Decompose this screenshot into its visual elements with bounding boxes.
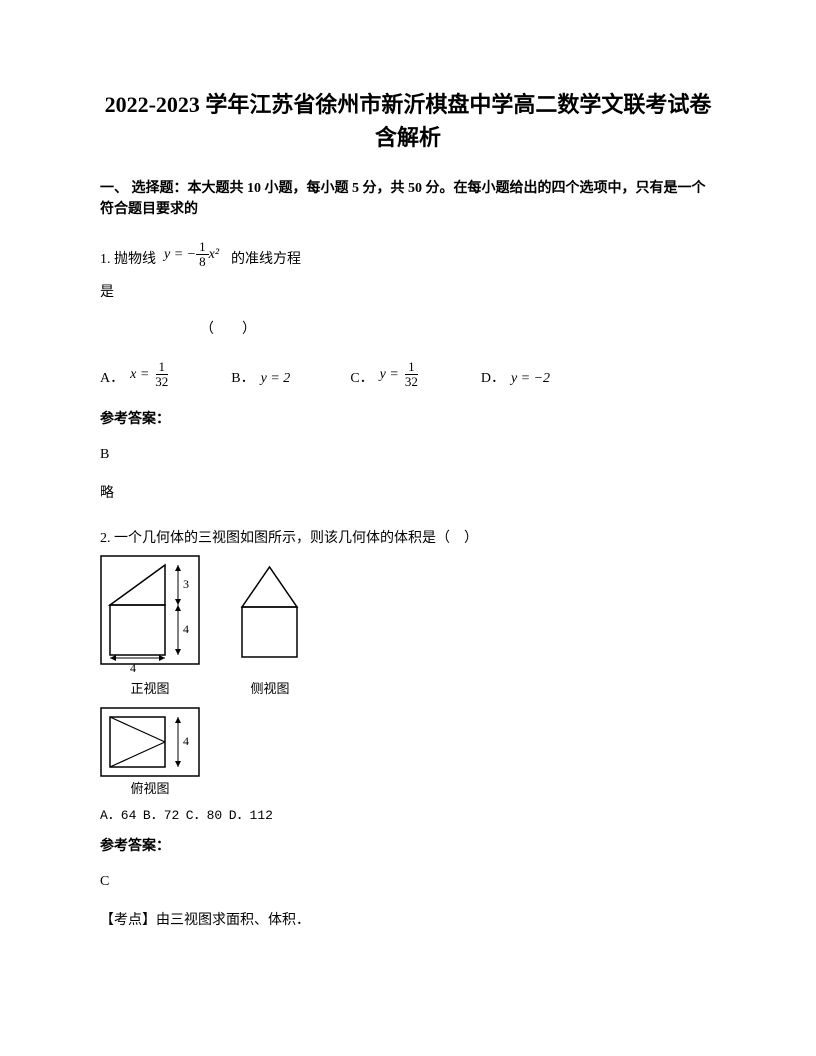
q1-opt-b-label: B． bbox=[231, 368, 254, 389]
q1-rhs: x² bbox=[209, 244, 219, 265]
q1-opt-c-den: 32 bbox=[402, 375, 421, 389]
q1-opt-d-label: D． bbox=[481, 368, 505, 389]
q2-side-label: 侧视图 bbox=[250, 679, 289, 699]
q2-front-view-block: 3 4 4 正视图 bbox=[100, 555, 200, 699]
q2-top-dim-4: 4 bbox=[183, 734, 189, 748]
q2-dim-4a: 4 bbox=[183, 622, 189, 636]
q1-suffix: 的准线方程 bbox=[231, 249, 301, 270]
q2-options: A．64 B．72 C．80 D．112 bbox=[100, 806, 716, 826]
q1-answer-letter: B bbox=[100, 444, 716, 465]
q1-formula: y = − 1 8 x² bbox=[164, 240, 219, 270]
q2-side-view-block: 侧视图 bbox=[230, 557, 310, 699]
q1-opt-b-text: y = 2 bbox=[261, 368, 291, 389]
q1-option-c: C． y = 1 32 bbox=[350, 360, 421, 390]
q2-kaodian: 【考点】由三视图求面积、体积． bbox=[100, 910, 716, 931]
q2-text: 2. 一个几何体的三视图如图所示，则该几何体的体积是（ ） bbox=[100, 528, 716, 549]
q1-answer-detail: 略 bbox=[100, 483, 716, 504]
q2-dim-3: 3 bbox=[183, 577, 189, 591]
q1-lhs: y = − bbox=[164, 244, 196, 265]
q2-top-view-svg: 4 bbox=[100, 707, 200, 777]
q2-front-label: 正视图 bbox=[130, 679, 169, 699]
q1-opt-c-num: 1 bbox=[405, 360, 418, 375]
q1-opt-a-lhs: x = bbox=[130, 364, 149, 385]
q1-opt-a-label: A． bbox=[100, 368, 124, 389]
q2-answer-letter: C bbox=[100, 871, 716, 892]
q1-frac-den: 8 bbox=[196, 255, 209, 269]
q1-option-b: B． y = 2 bbox=[231, 368, 290, 389]
q1-opt-a-den: 32 bbox=[152, 375, 171, 389]
q1-option-d: D． y = −2 bbox=[481, 368, 550, 389]
q2-top-label: 俯视图 bbox=[130, 779, 169, 799]
q2-front-view-svg: 3 4 bbox=[100, 555, 200, 665]
q2-answer-label: 参考答案： bbox=[100, 836, 716, 857]
q1-opt-c-formula: y = 1 32 bbox=[380, 360, 421, 390]
q1-opt-c-label: C． bbox=[350, 368, 373, 389]
section-1-header: 一、 选择题：本大题共 10 小题，每小题 5 分，共 50 分。在每小题给出的… bbox=[100, 178, 716, 220]
q1-line-2: 是 bbox=[100, 282, 716, 303]
q2-dim-4-bottom: 4 bbox=[130, 659, 136, 677]
q1-prefix: 1. 抛物线 bbox=[100, 249, 156, 270]
q1-answer-label: 参考答案： bbox=[100, 409, 716, 430]
q1-options-row: A． x = 1 32 B． y = 2 C． y = 1 32 bbox=[100, 360, 716, 390]
q2-top-view-block: 4 俯视图 bbox=[100, 707, 200, 799]
q2-views-row-2: 4 俯视图 bbox=[100, 707, 716, 799]
q1-brackets: （ ） bbox=[200, 319, 716, 340]
q1-fraction: 1 8 bbox=[196, 240, 209, 270]
q1-opt-a-fraction: 1 32 bbox=[152, 360, 171, 390]
q1-frac-num: 1 bbox=[196, 240, 209, 255]
question-1: 1. 抛物线 y = − 1 8 x² 的准线方程 是 （ ） A． x = 1… bbox=[100, 240, 716, 504]
q1-line-1: 1. 抛物线 y = − 1 8 x² 的准线方程 bbox=[100, 240, 716, 270]
exam-title: 2022-2023 学年江苏省徐州市新沂棋盘中学高二数学文联考试卷含解析 bbox=[100, 88, 716, 154]
q1-opt-d-text: y = −2 bbox=[511, 368, 550, 389]
q1-opt-a-formula: x = 1 32 bbox=[130, 360, 171, 390]
q2-views-row-1: 3 4 4 正视图 侧视图 bbox=[100, 555, 716, 699]
q1-opt-c-fraction: 1 32 bbox=[402, 360, 421, 390]
question-2: 2. 一个几何体的三视图如图所示，则该几何体的体积是（ ） 3 bbox=[100, 528, 716, 931]
q1-option-a: A． x = 1 32 bbox=[100, 360, 171, 390]
q2-side-view-svg bbox=[230, 557, 310, 667]
q1-opt-a-num: 1 bbox=[156, 360, 169, 375]
q1-opt-c-lhs: y = bbox=[380, 364, 399, 385]
